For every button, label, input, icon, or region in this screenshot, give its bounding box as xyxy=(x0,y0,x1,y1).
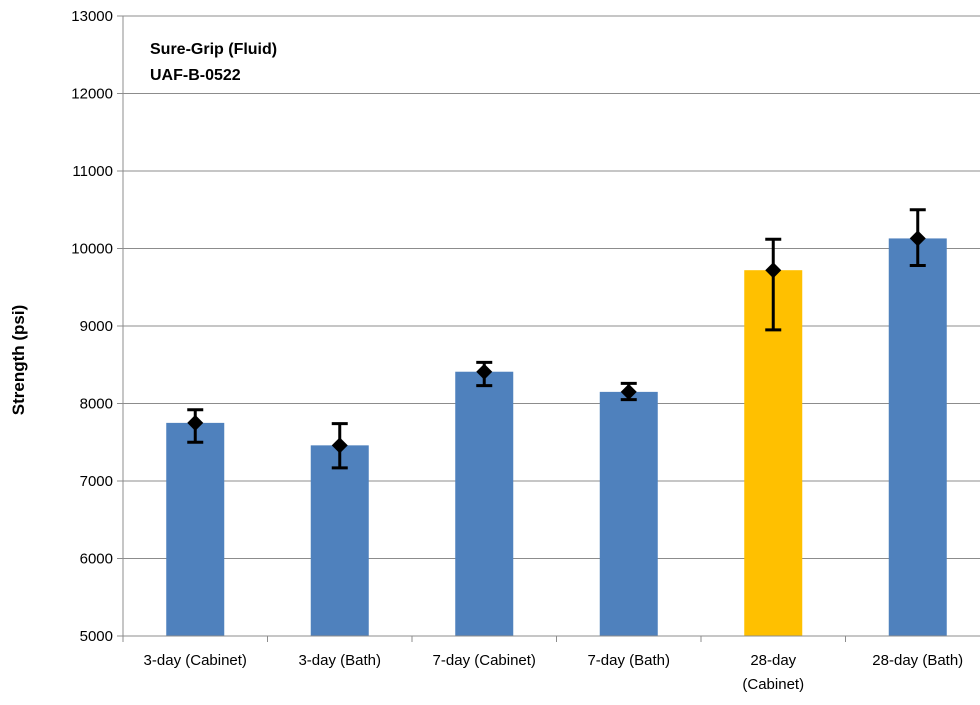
y-tick-label: 10000 xyxy=(71,241,113,258)
axes xyxy=(117,15,980,642)
bar xyxy=(888,238,947,637)
y-tick-label: 6000 xyxy=(80,551,113,568)
bar xyxy=(455,371,514,636)
x-tick-label: 28-day xyxy=(750,652,796,669)
x-tick-label: (Cabinet) xyxy=(742,676,804,693)
y-tick-label: 7000 xyxy=(80,473,113,490)
x-tick-label: 7-day (Cabinet) xyxy=(433,652,536,669)
bar xyxy=(599,391,658,636)
bar xyxy=(310,445,369,636)
annotation-line-1: Sure-Grip (Fluid) xyxy=(150,41,277,58)
x-tick-label: 28-day (Bath) xyxy=(872,652,963,669)
y-tick-label: 5000 xyxy=(80,628,113,645)
mean-marker xyxy=(765,262,782,279)
error-bars xyxy=(187,208,926,470)
y-tick-label: 11000 xyxy=(72,163,113,180)
bar xyxy=(166,422,225,636)
x-tick-label: 3-day (Cabinet) xyxy=(144,652,247,669)
mean-marker xyxy=(187,414,204,431)
mean-marker xyxy=(620,383,637,400)
x-tick-label: 3-day (Bath) xyxy=(298,652,381,669)
y-tick-label: 12000 xyxy=(71,86,113,103)
gridlines xyxy=(123,15,980,559)
x-tick-label: 7-day (Bath) xyxy=(587,652,670,669)
annotation-line-2: UAF-B-0522 xyxy=(150,67,241,84)
y-tick-label: 8000 xyxy=(80,396,113,413)
bars xyxy=(166,238,947,637)
y-tick-label: 9000 xyxy=(80,318,113,335)
y-axis-label: Strength (psi) xyxy=(9,305,28,416)
mean-marker xyxy=(909,230,926,247)
mean-marker xyxy=(331,437,348,454)
y-tick-label: 13000 xyxy=(71,8,113,25)
mean-marker xyxy=(476,363,493,380)
tick-labels: 5000 6000 7000 8000 9000 10000 11000 12000 13000… xyxy=(71,8,963,693)
